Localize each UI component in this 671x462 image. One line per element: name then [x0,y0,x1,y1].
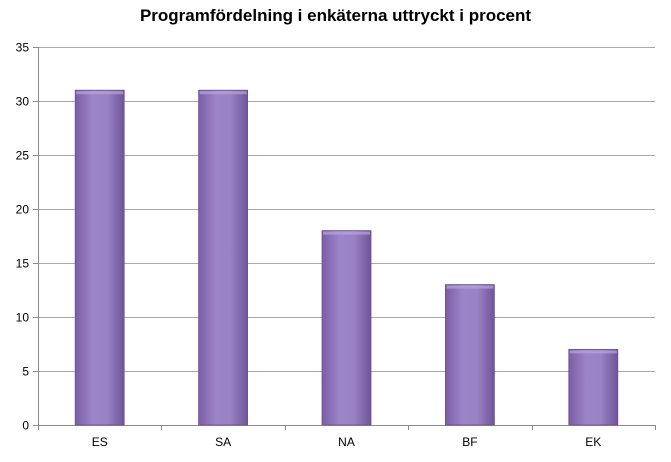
x-tick-label: ES [92,435,108,449]
chart-title: Programfördelning i enkäterna uttryckt i… [139,6,532,25]
bar-top-highlight [569,350,617,354]
bar-es [74,89,125,426]
x-tick-label: NA [338,435,355,449]
y-tick-label: 0 [22,419,29,433]
x-tick-label: BF [462,435,477,449]
y-tick-label: 5 [22,365,29,379]
x-tick-label: SA [215,435,231,449]
y-tick-label: 10 [16,311,30,325]
bar-top-highlight [76,91,124,95]
y-tick-labels: 0 5 10 15 20 25 30 35 [16,41,30,433]
y-tick-label: 30 [16,95,30,109]
bar-top-highlight [446,285,494,289]
bar-bf [444,284,495,426]
bar-ek [568,348,619,426]
bar-sa [198,89,249,426]
bar-top-highlight [199,91,247,95]
y-tick-label: 20 [16,203,30,217]
x-tick-labels: ES SA NA BF EK [92,435,602,449]
y-tick-label: 15 [16,257,30,271]
y-tick-label: 35 [16,41,30,55]
x-tick-label: EK [585,435,601,449]
axes [33,47,656,430]
bar-na [321,230,372,426]
bar-top-highlight [323,231,370,235]
bars [74,89,619,426]
y-tick-label: 25 [16,149,30,163]
